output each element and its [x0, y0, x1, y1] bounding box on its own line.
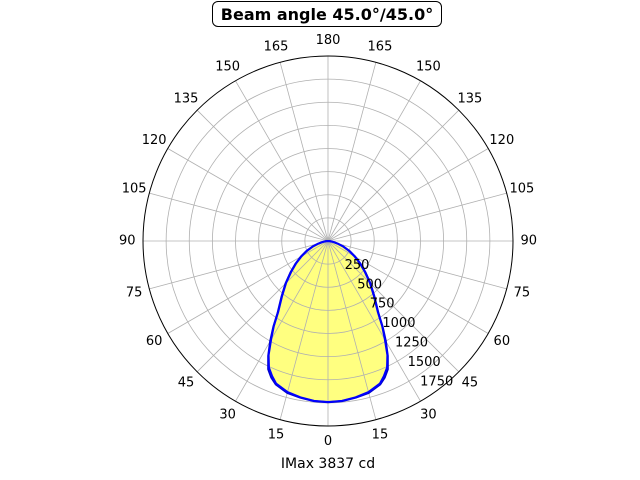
angular-grid-line [327, 109, 460, 242]
chart-title-box: Beam angle 45.0°/45.0° [212, 1, 442, 27]
angular-grid-line [235, 240, 329, 402]
angular-grid-line [327, 80, 421, 242]
angular-grid-line [196, 109, 329, 242]
angle-tick-label: 165 [368, 40, 393, 55]
angle-tick-label: 150 [215, 60, 240, 75]
angle-tick-label: 150 [416, 60, 441, 75]
angular-grid-line [149, 192, 329, 242]
angle-tick-label: 0 [324, 434, 332, 449]
angle-tick-label: 15 [268, 427, 285, 442]
angle-tick-label: 75 [514, 285, 531, 300]
intensity-curve-2 [267, 240, 389, 403]
intensity-curves [267, 240, 389, 404]
angle-tick-label: 15 [372, 427, 389, 442]
angular-grid-line [327, 240, 507, 290]
angular-grid-line [279, 240, 329, 420]
angle-tick-label: 120 [489, 133, 514, 148]
angle-tick-label: 90 [520, 234, 537, 249]
angular-grid-line [196, 240, 329, 373]
angular-grid-line [235, 80, 329, 242]
radial-tick-label: 1000 [382, 316, 415, 331]
angle-tick-label: 30 [420, 407, 437, 422]
angle-tick-label: 135 [174, 92, 199, 107]
angular-grid-line [327, 240, 460, 373]
polar-frame [142, 55, 514, 427]
radial-tick-label: 250 [345, 258, 370, 273]
angle-tick-label: 135 [458, 92, 483, 107]
angle-tick-label: 180 [316, 33, 341, 48]
angle-tick-label: 45 [178, 375, 195, 390]
angle-tick-label: 105 [122, 182, 147, 197]
polar-outer-circle [142, 55, 514, 427]
chart-title: Beam angle 45.0°/45.0° [220, 4, 434, 24]
angular-grid-line [327, 240, 421, 402]
polar-grid [143, 56, 513, 426]
radial-tick-label: 1500 [408, 355, 441, 370]
angle-tick-label: 45 [462, 375, 479, 390]
angle-tick-label: 75 [126, 285, 143, 300]
angle-tick-label: 165 [264, 40, 289, 55]
angular-grid-line [327, 62, 377, 242]
angular-grid-line [327, 240, 377, 420]
tick-labels: 0 15 30 45 60 75 90 105 120 135 150 165 180 165 150 135… [119, 33, 537, 449]
angle-tick-label: 60 [494, 334, 511, 349]
angle-tick-label: 90 [119, 234, 136, 249]
angular-grid-line [149, 240, 329, 290]
angle-tick-label: 120 [142, 133, 167, 148]
x-axis-label: IMax 3837 cd [280, 456, 376, 472]
radial-tick-label: 750 [370, 297, 395, 312]
radial-tick-label: 500 [357, 277, 382, 292]
radial-tick-label: 1250 [395, 335, 428, 350]
angular-grid-line [327, 192, 507, 242]
radial-tick-label: 1750 [420, 374, 453, 389]
angular-grid-line [279, 62, 329, 242]
angle-tick-label: 105 [509, 182, 534, 197]
angular-grid-line [327, 148, 489, 242]
angular-grid-line [167, 148, 329, 242]
angle-tick-label: 30 [219, 407, 236, 422]
angle-tick-label: 60 [146, 334, 163, 349]
